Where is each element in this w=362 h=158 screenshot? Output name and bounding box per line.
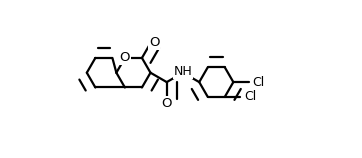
Text: Cl: Cl <box>244 90 256 103</box>
Text: O: O <box>161 97 172 110</box>
Text: O: O <box>149 36 160 49</box>
Text: O: O <box>120 52 130 64</box>
Text: Cl: Cl <box>253 76 265 89</box>
Text: NH: NH <box>174 65 193 78</box>
